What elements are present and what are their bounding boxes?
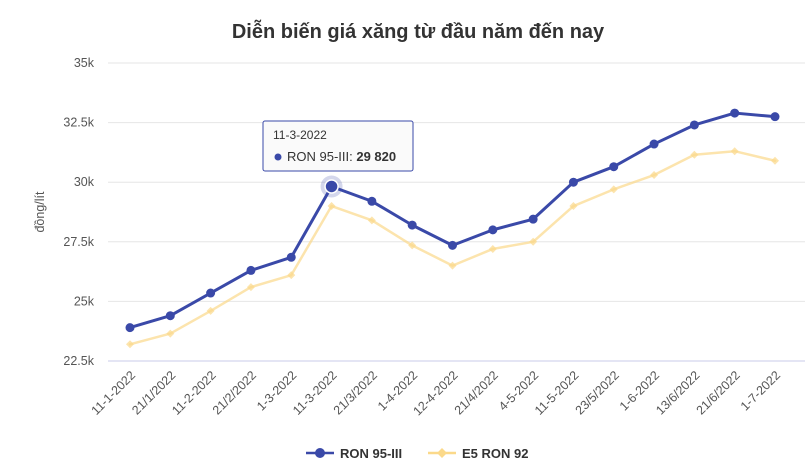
data-point[interactable] (730, 147, 739, 156)
data-point[interactable] (569, 202, 578, 211)
data-point[interactable] (650, 171, 659, 180)
tooltip-marker (274, 153, 282, 161)
data-point[interactable] (407, 220, 417, 230)
data-point[interactable] (568, 177, 578, 187)
x-tick-label: 21/6/2022 (694, 368, 743, 417)
y-axis-label: đồng/lít (33, 191, 47, 233)
x-tick-label: 12-4-2022 (410, 368, 460, 418)
data-point[interactable] (286, 252, 296, 262)
y-tick-label: 22.5k (63, 354, 94, 368)
data-point[interactable] (327, 202, 336, 211)
y-tick-label: 27.5k (63, 235, 94, 249)
data-point[interactable] (771, 156, 779, 165)
data-point[interactable] (488, 244, 497, 253)
data-point[interactable] (689, 120, 699, 130)
y-tick-label: 35k (74, 56, 95, 70)
grid-lines (108, 62, 805, 362)
data-point[interactable] (649, 139, 659, 149)
data-point[interactable] (126, 340, 134, 349)
x-tick-label: 21/3/2022 (331, 368, 380, 417)
data-point[interactable] (448, 240, 457, 250)
data-point[interactable] (125, 323, 135, 333)
data-point[interactable] (730, 108, 740, 118)
data-point[interactable] (324, 179, 339, 194)
series-line (128, 111, 777, 330)
x-tick-label: 1-7-2022 (738, 368, 783, 413)
data-point[interactable] (770, 112, 780, 122)
y-axis: 22.5k 25k 27.5k 30k 32.5k 35k (63, 56, 94, 368)
data-point[interactable] (287, 271, 296, 280)
data-point[interactable] (408, 241, 417, 250)
legend-label: RON 95-III (340, 446, 402, 461)
data-point[interactable] (609, 185, 618, 194)
tooltip-value: RON 95-III: 29 820 (287, 149, 396, 164)
data-point[interactable] (609, 162, 619, 172)
chart-title: Diễn biến giá xăng từ đầu năm đến nay (232, 19, 605, 43)
series-layer (125, 108, 780, 349)
legend-label: E5 RON 92 (462, 446, 528, 461)
legend-item[interactable]: RON 95-III (306, 446, 402, 461)
data-point[interactable] (165, 311, 175, 321)
x-tick-label: 21/4/2022 (452, 368, 501, 417)
data-point[interactable] (206, 306, 215, 315)
data-point[interactable] (528, 214, 538, 224)
legend: RON 95-III E5 RON 92 (306, 446, 528, 461)
legend-marker (437, 448, 447, 458)
x-tick-label: 21/2/2022 (210, 368, 259, 417)
data-point[interactable] (246, 265, 256, 275)
legend-item[interactable]: E5 RON 92 (428, 446, 528, 461)
series-ron95 (125, 108, 780, 333)
x-tick-label: 23/5/2022 (573, 368, 622, 417)
data-point[interactable] (529, 237, 538, 246)
data-point[interactable] (246, 283, 255, 292)
legend-marker (315, 448, 325, 458)
x-axis: 11-1-202221/1/202211-2-202221/2/20221-3-… (89, 368, 784, 418)
y-tick-label: 32.5k (63, 116, 94, 130)
tooltip-date: 11-3-2022 (273, 128, 327, 142)
data-point[interactable] (367, 196, 377, 206)
data-point[interactable] (690, 150, 699, 159)
data-point[interactable] (448, 261, 457, 270)
data-point[interactable] (206, 288, 216, 298)
data-point[interactable] (166, 329, 175, 338)
data-point[interactable] (488, 225, 498, 235)
tooltip: 11-3-2022 RON 95-III: 29 820 (262, 120, 414, 172)
data-point[interactable] (367, 216, 376, 225)
tooltip-box (262, 120, 414, 172)
y-tick-label: 25k (74, 294, 95, 308)
series-e5ron92 (126, 147, 779, 349)
y-tick-label: 30k (74, 175, 95, 189)
